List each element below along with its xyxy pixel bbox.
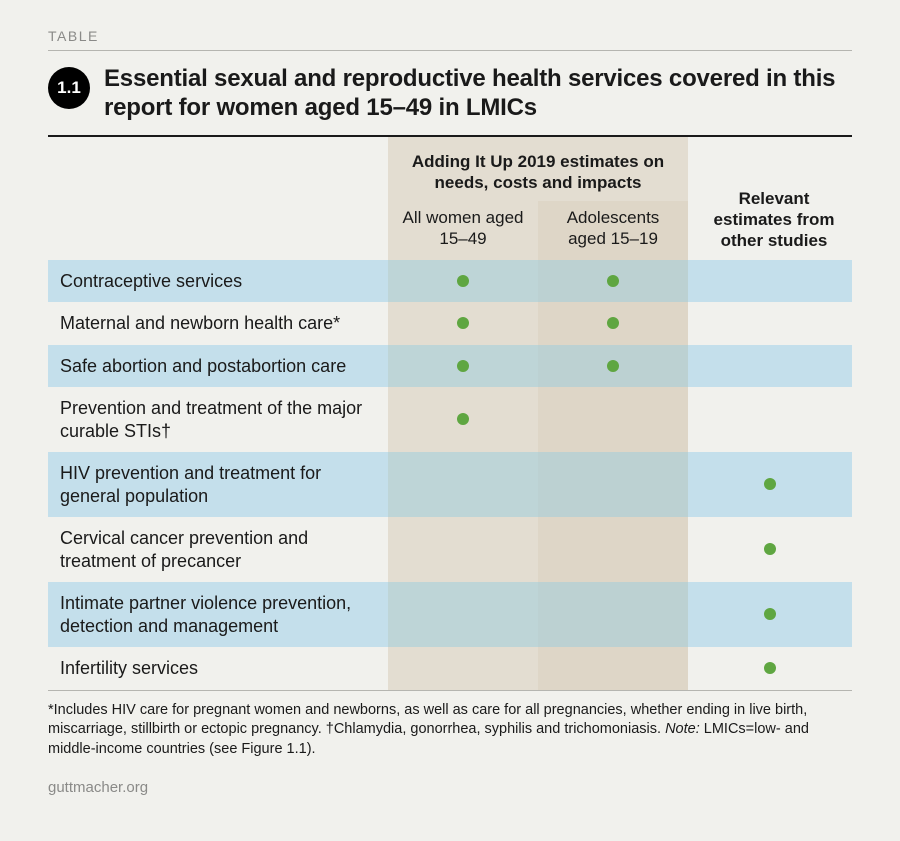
cell-b: [538, 387, 688, 452]
footnote: *Includes HIV care for pregnant women an…: [48, 701, 852, 760]
table-row: Safe abortion and postabortion care: [48, 345, 852, 388]
table-title: Essential sexual and reproductive health…: [104, 65, 852, 123]
row-label: Contraceptive services: [48, 260, 388, 303]
dot-icon: [607, 360, 619, 372]
cell-a: [388, 452, 538, 517]
dot-icon: [457, 317, 469, 329]
cell-c: [688, 260, 852, 303]
table-row: Infertility services: [48, 647, 852, 690]
rule-bottom: [48, 690, 852, 691]
dot-icon: [607, 275, 619, 287]
dot-icon: [764, 543, 776, 555]
row-label: Prevention and treatment of the major cu…: [48, 387, 388, 452]
source-label: guttmacher.org: [48, 779, 852, 796]
cell-a: [388, 517, 538, 582]
col-b-header: Adolescents aged 15–19: [538, 201, 688, 260]
cell-b: [538, 582, 688, 647]
dot-icon: [764, 608, 776, 620]
table-body: Contraceptive servicesMaternal and newbo…: [48, 260, 852, 690]
cell-b: [538, 647, 688, 690]
title-row: 1.1 Essential sexual and reproductive he…: [48, 65, 852, 123]
cell-b: [538, 517, 688, 582]
footnote-note-label: Note:: [665, 721, 700, 737]
cell-a: [388, 647, 538, 690]
cell-c: [688, 345, 852, 388]
row-label: HIV prevention and treatment for general…: [48, 452, 388, 517]
dot-icon: [457, 360, 469, 372]
cell-c: [688, 517, 852, 582]
cell-c: [688, 582, 852, 647]
row-label: Maternal and newborn health care*: [48, 302, 388, 345]
table-row: Maternal and newborn health care*: [48, 302, 852, 345]
table-number-badge: 1.1: [48, 67, 90, 109]
cell-b: [538, 260, 688, 303]
dot-icon: [457, 275, 469, 287]
coverage-table: Adding It Up 2019 estimates on needs, co…: [48, 137, 852, 690]
row-label: Cervical cancer prevention and treatment…: [48, 517, 388, 582]
cell-a: [388, 582, 538, 647]
cell-a: [388, 345, 538, 388]
table-row: Cervical cancer prevention and treatment…: [48, 517, 852, 582]
dot-icon: [607, 317, 619, 329]
dot-icon: [764, 662, 776, 674]
col-c-header: Relevant estimates from other studies: [688, 137, 852, 260]
cell-c: [688, 452, 852, 517]
cell-a: [388, 260, 538, 303]
cell-c: [688, 647, 852, 690]
col-a-header: All women aged 15–49: [388, 201, 538, 260]
row-label: Safe abortion and postabortion care: [48, 345, 388, 388]
cell-b: [538, 302, 688, 345]
dot-icon: [457, 413, 469, 425]
table-row: Prevention and treatment of the major cu…: [48, 387, 852, 452]
rule-top: [48, 50, 852, 51]
dot-icon: [764, 478, 776, 490]
col-group-header: Adding It Up 2019 estimates on needs, co…: [388, 137, 688, 202]
table-row: Intimate partner violence prevention, de…: [48, 582, 852, 647]
table-head: Adding It Up 2019 estimates on needs, co…: [48, 137, 852, 260]
cell-b: [538, 345, 688, 388]
table-row: Contraceptive services: [48, 260, 852, 303]
row-label: Intimate partner violence prevention, de…: [48, 582, 388, 647]
cell-b: [538, 452, 688, 517]
kicker-label: TABLE: [48, 28, 852, 44]
table-row: HIV prevention and treatment for general…: [48, 452, 852, 517]
cell-c: [688, 302, 852, 345]
row-label: Infertility services: [48, 647, 388, 690]
cell-a: [388, 387, 538, 452]
cell-a: [388, 302, 538, 345]
cell-c: [688, 387, 852, 452]
